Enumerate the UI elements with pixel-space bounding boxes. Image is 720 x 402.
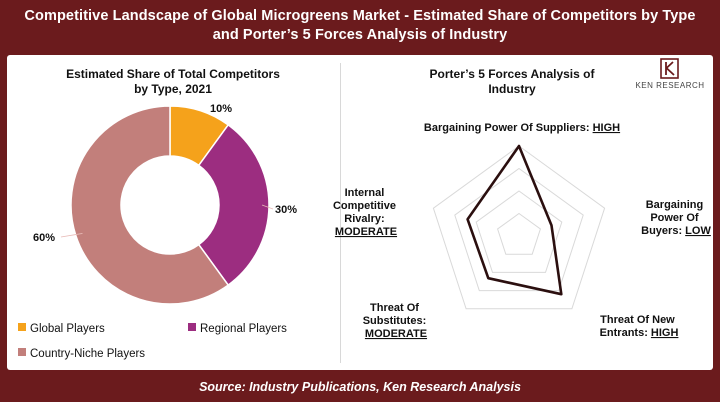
donut-label-country-niche: 60% (33, 232, 55, 244)
source-note: Source: Industry Publications, Ken Resea… (199, 380, 521, 394)
radar-label-rivalry: Internal Competitive Rivalry: MODERATE (333, 187, 399, 238)
radar-chart: Porter’s 5 Forces Analysis of Industry B… (333, 67, 711, 340)
radar-grid-ring-1 (497, 212, 541, 255)
legend-swatch-global (18, 323, 26, 331)
donut-title-line-1: Estimated Share of Total Competitors (66, 67, 280, 81)
legend-label-global: Global Players (30, 323, 105, 335)
donut-leader-lines (60, 204, 274, 238)
donut-label-regional: 30% (275, 204, 297, 216)
radar-grid-ring-2 (475, 190, 563, 273)
radar-level-rivalry: MODERATE (335, 226, 397, 238)
donut-slice-country-niche (70, 105, 230, 305)
radar-series (466, 144, 563, 296)
page-title: Competitive Landscape of Global Microgre… (10, 7, 710, 45)
legend: Global Players Regional Players Country-… (18, 323, 287, 360)
donut-label-global: 10% (210, 103, 232, 115)
panel-divider (340, 63, 341, 363)
donut-leader-country-niche (60, 233, 83, 238)
ken-research-logo: KEN RESEARCH (635, 58, 704, 90)
ken-research-logo-icon (660, 58, 679, 79)
legend-swatch-country-niche (18, 348, 26, 356)
legend-label-regional: Regional Players (200, 323, 287, 335)
radar-label-substitutes: Threat Of Substitutes: MODERATE (363, 302, 430, 340)
content-panel: Estimated Share of Total Competitors by … (7, 55, 713, 370)
radar-grid-ring-4 (432, 145, 606, 310)
radar-level-suppliers: HIGH (593, 122, 621, 134)
radar-series-line (466, 144, 563, 296)
radar-label-suppliers: Bargaining Power Of Suppliers: HIGH (424, 122, 620, 134)
legend-label-country-niche: Country-Niche Players (30, 348, 145, 360)
title-line-1: Competitive Landscape of Global Microgre… (24, 8, 696, 24)
title-line-2: and Porter’s 5 Forces Analysis of Indust… (212, 27, 508, 43)
header: Competitive Landscape of Global Microgre… (0, 0, 720, 52)
radar-grid-ring-3 (454, 167, 584, 292)
donut-title-line-2: by Type, 2021 (134, 82, 212, 96)
donut-slice-regional (197, 123, 270, 287)
radar-title-line-1: Porter’s 5 Forces Analysis of (430, 67, 596, 81)
radar-level-substitutes: MODERATE (365, 328, 427, 340)
footer: Source: Industry Publications, Ken Resea… (0, 372, 720, 402)
radar-label-buyers: Bargaining Power Of Buyers: LOW (641, 199, 711, 237)
donut-slices (70, 105, 270, 305)
charts-canvas: Estimated Share of Total Competitors by … (18, 58, 711, 360)
logo-text: KEN RESEARCH (635, 81, 704, 90)
radar-level-buyers: LOW (685, 225, 711, 237)
radar-level-new-entrants: HIGH (651, 327, 679, 339)
radar-label-new-entrants: Threat Of New Entrants: HIGH (600, 314, 679, 339)
donut-chart: Estimated Share of Total Competitors by … (18, 67, 297, 360)
radar-title-line-2: Industry (488, 82, 536, 96)
radar-grid (432, 145, 606, 310)
donut-leader-regional (261, 204, 274, 210)
legend-swatch-regional (188, 323, 196, 331)
